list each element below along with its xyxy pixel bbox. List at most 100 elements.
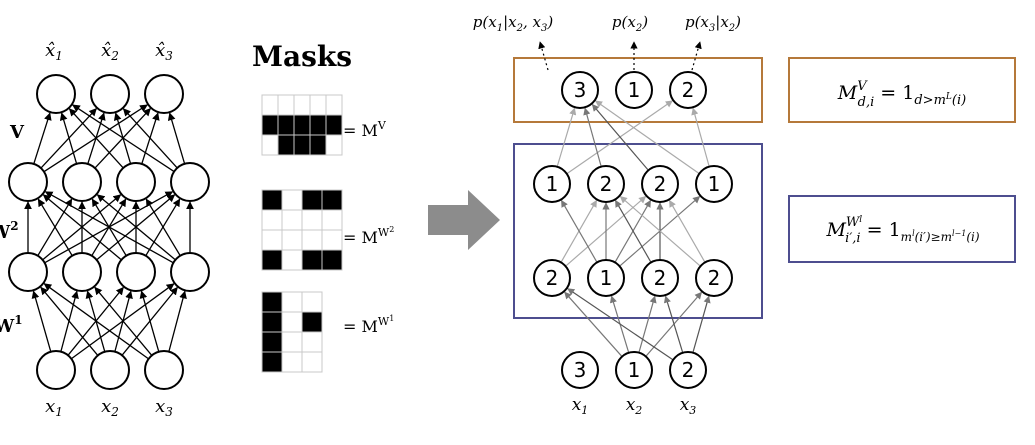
left-output-node-3 [144,74,184,114]
mask-w1-cell [281,291,303,313]
left-input-label-1: x1 [45,396,63,419]
made-output-node-label: 2 [682,78,695,102]
made-network: 3 1 2 1 2 2 1 2 1 2 2 3 1 2 [533,41,733,389]
left-input-node-1 [36,350,76,390]
mask-v-cell [325,134,343,156]
mask-w2-cell [281,209,303,231]
left-hidden1-node-3 [116,252,156,292]
made-input-node-1 [561,351,599,389]
left-input-labels: x1 x2 x3 [45,396,173,419]
made-input-label-3: x3 [680,395,697,417]
made-input-label-2: x2 [626,395,643,417]
edge-w1 [94,286,153,356]
mask-v-cell [309,94,327,116]
edge-v [59,112,78,164]
made-output-node-3 [669,71,707,109]
left-hidden2-node-1 [8,162,48,202]
made-edge-w1 [663,295,684,353]
made-input-node-label: 1 [628,358,641,382]
made-edge-w2 [668,199,706,263]
left-hidden1-node-4 [170,252,210,292]
mask-w2-cell [261,189,283,211]
made-output-node-label: 1 [628,78,641,102]
made-hidden2-node-4 [695,165,733,203]
mask-w2-cell [301,229,323,251]
left-hidden1-node-2 [62,252,102,292]
left-hidden2-node-2 [62,162,102,202]
made-hidden2-node-2 [587,165,625,203]
left-output-labels: x̂1 x̂2 x̂3 [45,40,173,63]
edge-w2 [42,194,122,261]
made-output-arrow-1 [538,41,549,71]
edge-w2 [37,198,73,257]
made-hidden1-node-label: 2 [654,266,667,290]
mask-w1-cell [261,331,283,353]
mask-w1-cell [261,311,283,333]
edge-w1 [43,283,149,360]
layer-label-w1: W1 [0,313,23,337]
left-input-node-2 [90,350,130,390]
left-output-node-2 [90,74,130,114]
made-hidden2-node-3 [641,165,679,203]
autoencoder-network [8,74,210,390]
left-output-label-1: x̂1 [45,40,63,63]
mask-w2-cell [261,249,283,271]
made-hidden1-node-3 [641,259,679,297]
made-edge-w2 [614,199,652,263]
formula-v: MV d,i = 1d>mL(i) [837,79,966,110]
left-hidden1-node-1 [8,252,48,292]
mask-w2-cell [281,229,303,251]
made-edge-w1 [692,295,711,353]
mask-v-cell [309,134,327,156]
left-output-label-3: x̂3 [155,40,173,63]
mask-w2-cell [321,249,343,271]
left-output-node-1 [36,74,76,114]
made-edge-v [594,100,700,175]
mask-v-cell [309,114,327,136]
made-output-node-label: 3 [574,78,587,102]
prob-label-2: p(x2) [612,13,648,34]
edge-v [122,108,178,169]
mask-v-cell [261,134,279,156]
edge-v [167,112,186,164]
made-edge-w2 [619,196,701,267]
left-hidden2-node-3 [116,162,156,202]
mask-v-cell [261,114,279,136]
mask-w2-cell [321,209,343,231]
made-hidden1-node-1 [533,259,571,297]
made-output-node-1 [561,71,599,109]
made-hidden2-node-label: 1 [708,172,721,196]
mask-w2-cell [261,229,283,251]
mask-w2-cell [261,209,283,231]
transform-arrow [428,190,500,250]
made-input-node-label: 2 [682,358,695,382]
made-edge-v [583,107,602,167]
made-edge-v [691,107,710,167]
mask-w1-cell [301,311,323,333]
edge-w1 [40,286,99,356]
made-hidden2-node-label: 1 [546,172,559,196]
mask-w2-cell [281,249,303,271]
hidden-layers-box [513,143,763,319]
mask-w2-grid [261,189,343,271]
mask-w1-cell [261,351,283,373]
made-edge-w1 [564,291,623,357]
edge-w2 [96,194,176,261]
masks-title: Masks [252,40,352,73]
formula-w-box [788,195,1016,263]
mask-w2-label: = MW2 [343,225,394,247]
mask-v-cell [277,134,295,156]
mask-v-cell [293,94,311,116]
made-edge-w1 [567,288,674,361]
output-layer-box [513,57,763,123]
prob-label-1: p(x1|x2, x3) [473,13,554,34]
prob-label-3: p(x3|x2) [685,13,741,34]
made-input-node-3 [669,351,707,389]
edge-w1 [139,290,160,352]
mask-v-cell [325,114,343,136]
edge-w1 [31,290,52,352]
mask-v-grid [261,94,343,156]
mask-w1-label: = MW1 [343,314,394,336]
made-input-label-1: x1 [572,395,589,417]
